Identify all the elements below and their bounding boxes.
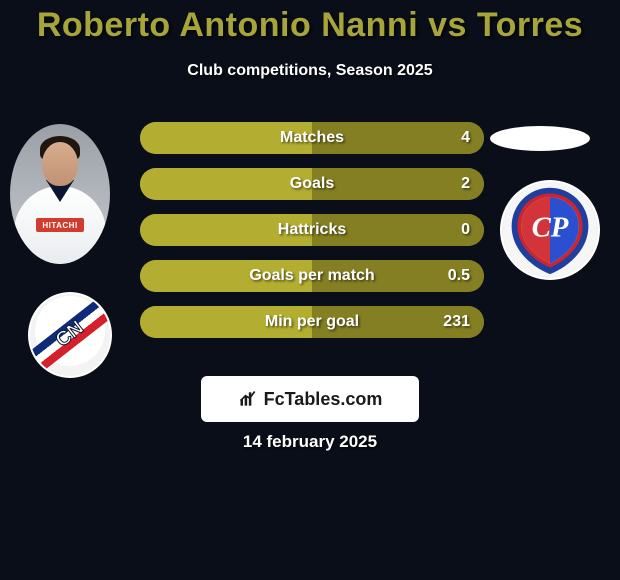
club-right-crest-icon: CP [502,182,598,278]
stat-fill-left [140,168,312,200]
page-title: Roberto Antonio Nanni vs Torres [0,6,620,45]
stat-row: Goals per match 0.5 [140,260,484,292]
stat-value-right: 231 [443,313,470,331]
stat-label: Goals [290,175,334,193]
stat-value-right: 0 [461,221,470,239]
svg-text:CP: CP [532,212,569,244]
stat-row: Min per goal 231 [140,306,484,338]
watermark-text: FcTables.com [264,389,383,410]
stat-value-right: 4 [461,129,470,147]
stat-row: Goals 2 [140,168,484,200]
stat-label: Min per goal [265,313,359,331]
bar-chart-icon [238,389,258,409]
stat-label: Matches [280,129,344,147]
stat-label: Goals per match [249,267,374,285]
stat-row: Hattricks 0 [140,214,484,246]
club-left-logo: CN [28,292,112,378]
player-left-avatar: HITACHI [10,124,110,264]
stat-value-right: 2 [461,175,470,193]
stage: Roberto Antonio Nanni vs Torres Club com… [0,0,620,580]
page-subtitle: Club competitions, Season 2025 [0,62,620,80]
club-right-logo: CP [500,180,600,280]
stat-value-right: 0.5 [448,267,470,285]
date-line: 14 february 2025 [0,432,620,452]
player-left-sponsor: HITACHI [36,218,84,232]
watermark-box: FcTables.com [201,376,419,422]
stat-label: Hattricks [278,221,346,239]
player-right-avatar-placeholder [490,126,590,151]
stat-fill-right [312,168,484,200]
stat-row: Matches 4 [140,122,484,154]
